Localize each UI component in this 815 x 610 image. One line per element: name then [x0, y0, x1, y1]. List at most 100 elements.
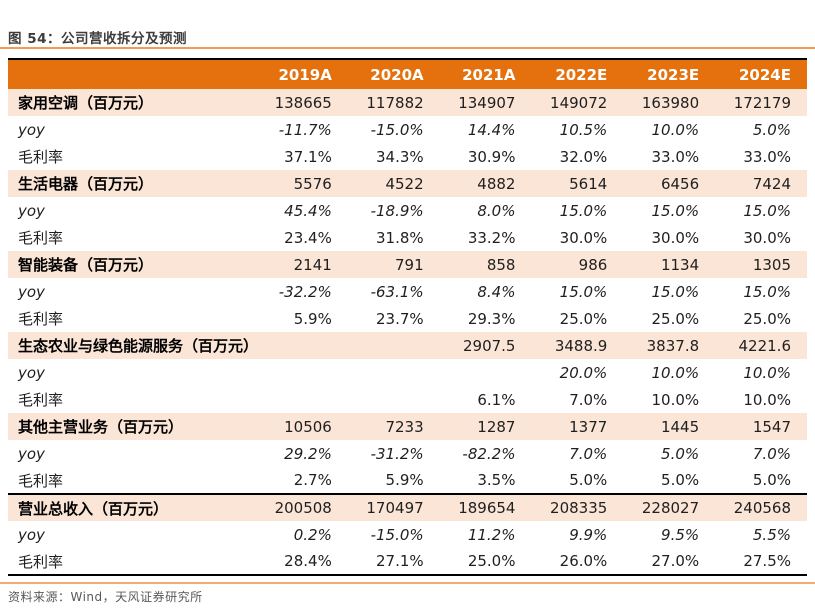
cell-value: 15.0%	[623, 197, 716, 224]
column-header: 2022E	[531, 59, 624, 89]
cell-value	[256, 386, 348, 413]
column-header: 2021A	[439, 59, 532, 89]
cell-value: 117882	[347, 89, 440, 116]
cell-value: 5.0%	[715, 467, 807, 494]
cell-value: 7.0%	[531, 440, 624, 467]
table-row: yoy 0.2% -15.0% 11.2% 9.9% 9.5% 5.5%	[8, 521, 807, 548]
cell-value: 240568	[715, 493, 807, 521]
cell-value	[347, 359, 440, 386]
cell-value: 23.7%	[347, 305, 440, 332]
cell-value: 1287	[439, 413, 532, 440]
cell-value: 7424	[715, 170, 807, 197]
cell-value: 791	[347, 251, 440, 278]
cell-value: 10.0%	[623, 386, 716, 413]
cell-value: 29.2%	[256, 440, 348, 467]
cell-value: 10.0%	[623, 116, 716, 143]
table-row: yoy -32.2% -63.1% 8.4% 15.0% 15.0% 15.0%	[8, 278, 807, 305]
cell-value: 30.9%	[439, 143, 532, 170]
cell-value: 1134	[623, 251, 716, 278]
cell-value: 25.0%	[715, 305, 807, 332]
table-row: yoy 20.0% 10.0% 10.0%	[8, 359, 807, 386]
cell-value: 27.1%	[347, 548, 440, 575]
row-label: 营业总收入（百万元）	[8, 493, 256, 521]
cell-value: 163980	[623, 89, 716, 116]
cell-value: 15.0%	[715, 278, 807, 305]
column-header: 2020A	[347, 59, 440, 89]
cell-value: 10.0%	[715, 386, 807, 413]
cell-value: -11.7%	[256, 116, 348, 143]
cell-value: 15.0%	[623, 278, 716, 305]
row-label: 生态农业与绿色能源服务（百万元）	[8, 332, 258, 359]
row-label: 毛利率	[8, 305, 256, 332]
cell-value: 3488.9	[531, 332, 624, 359]
cell-value: 27.0%	[623, 548, 716, 575]
source-note: 资料来源：Wind，天风证券研究所	[8, 590, 203, 604]
cell-value: 5576	[256, 170, 348, 197]
revenue-forecast-table: 2019A 2020A 2021A 2022E 2023E 2024E 家用空调（百万元）…	[8, 58, 807, 576]
cell-value: 228027	[623, 493, 716, 521]
row-label: 其他主营业务（百万元）	[8, 413, 256, 440]
cell-value: 134907	[439, 89, 532, 116]
table-row: yoy -11.7% -15.0% 14.4% 10.5% 10.0% 5.0%	[8, 116, 807, 143]
cell-value: -15.0%	[347, 521, 440, 548]
cell-value: 138665	[256, 89, 348, 116]
table-row: 生活电器（百万元） 5576 4522 4882 5614 6456 7424	[8, 170, 807, 197]
cell-value: 31.8%	[347, 224, 440, 251]
row-label: 家用空调（百万元）	[8, 89, 256, 116]
row-label: 智能装备（百万元）	[8, 251, 256, 278]
row-label: 毛利率	[8, 467, 256, 494]
row-label: 毛利率	[8, 548, 256, 575]
row-label: yoy	[8, 278, 256, 305]
column-header: 2024E	[715, 59, 807, 89]
table-row: yoy 29.2% -31.2% -82.2% 7.0% 5.0% 7.0%	[8, 440, 807, 467]
table-row: 家用空调（百万元） 138665 117882 134907 149072 163980 1…	[8, 89, 807, 116]
row-label: yoy	[8, 359, 256, 386]
cell-value: 6.1%	[439, 386, 532, 413]
cell-value: -15.0%	[347, 116, 440, 143]
cell-value: 30.0%	[531, 224, 624, 251]
table-row: 其他主营业务（百万元） 10506 7233 1287 1377 1445 1547	[8, 413, 807, 440]
cell-value: 33.0%	[623, 143, 716, 170]
cell-value: 20.0%	[531, 359, 624, 386]
cell-value: 5.9%	[256, 305, 348, 332]
cell-value: 1547	[715, 413, 807, 440]
cell-value: 8.0%	[439, 197, 532, 224]
table-header-row: 2019A 2020A 2021A 2022E 2023E 2024E	[8, 59, 807, 89]
cell-value	[256, 332, 348, 359]
cell-value: 9.5%	[623, 521, 716, 548]
cell-value: 3.5%	[439, 467, 532, 494]
row-label: 生活电器（百万元）	[8, 170, 256, 197]
cell-value: 14.4%	[439, 116, 532, 143]
cell-value: 7.0%	[531, 386, 624, 413]
cell-value: 45.4%	[256, 197, 348, 224]
cell-value	[347, 332, 440, 359]
cell-value: 8.4%	[439, 278, 532, 305]
table-body: 家用空调（百万元） 138665 117882 134907 149072 163980 1…	[8, 89, 807, 575]
cell-value: 5.0%	[715, 116, 807, 143]
cell-value: -32.2%	[256, 278, 348, 305]
cell-value: 10.5%	[531, 116, 624, 143]
cell-value: 27.5%	[715, 548, 807, 575]
table-row: 毛利率 28.4% 27.1% 25.0% 26.0% 27.0% 27.5%	[8, 548, 807, 575]
table-row: 营业总收入（百万元） 200508 170497 189654 208335 228027…	[8, 493, 807, 521]
cell-value: 5.0%	[623, 440, 716, 467]
cell-value: 986	[531, 251, 624, 278]
table-row: 生态农业与绿色能源服务（百万元） 2907.5 3488.9 3837.8 4221.6	[8, 332, 807, 359]
column-header: 2019A	[256, 59, 348, 89]
cell-value: 11.2%	[439, 521, 532, 548]
cell-value: 33.0%	[715, 143, 807, 170]
figure-title: 图 54：公司营收拆分及预测	[8, 31, 187, 47]
cell-value: 7.0%	[715, 440, 807, 467]
cell-value: 2.7%	[256, 467, 348, 494]
cell-value: 33.2%	[439, 224, 532, 251]
cell-value: 4221.6	[715, 332, 807, 359]
cell-value: 5614	[531, 170, 624, 197]
cell-value: 30.0%	[623, 224, 716, 251]
cell-value: 5.9%	[347, 467, 440, 494]
cell-value: 1445	[623, 413, 716, 440]
cell-value: 3837.8	[623, 332, 716, 359]
cell-value: 15.0%	[531, 197, 624, 224]
table-header: 2019A 2020A 2021A 2022E 2023E 2024E	[8, 59, 807, 89]
cell-value: 10.0%	[715, 359, 807, 386]
